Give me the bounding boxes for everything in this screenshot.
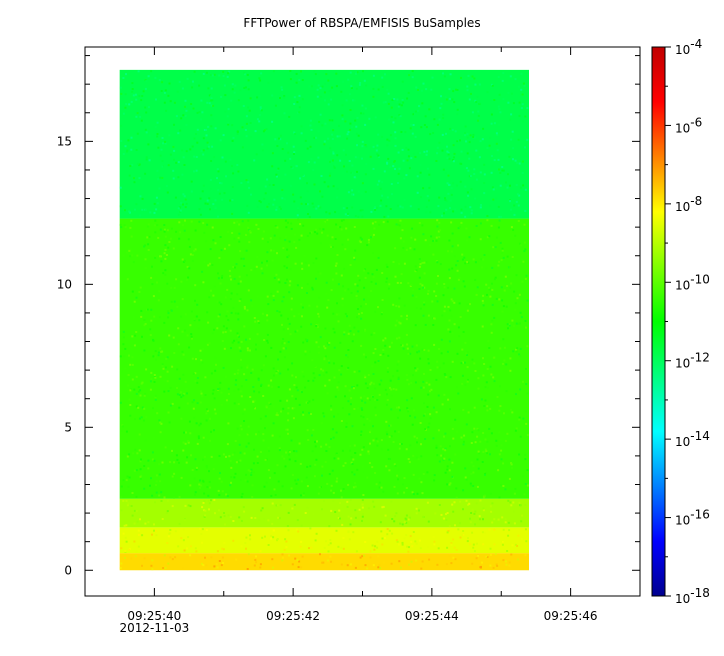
spectrogram-noise [119,70,529,571]
colorbar-tick-exponent: -18 [690,586,710,600]
x-tick-label: 09:25:40 [127,609,181,623]
y-tick-label: 0 [64,563,72,577]
colorbar-tick-exponent: -10 [690,272,710,286]
colorbar-tick-label: 10-6 [675,115,702,135]
colorbar-tick-base: 10 [675,357,690,371]
colorbar-tick-base: 10 [675,121,690,135]
colorbar-tick-exponent: -8 [690,194,702,208]
colorbar-tick-label: 10-12 [675,351,710,371]
colorbar-tick-label: 10-18 [675,586,710,606]
colorbar-tick-exponent: -16 [690,508,710,522]
colorbar-tick-label: 10-10 [675,272,710,292]
colorbar-tick-base: 10 [675,278,690,292]
colorbar-tick-base: 10 [675,435,690,449]
colorbar-tick-exponent: -4 [690,37,702,51]
colorbar-tick-exponent: -6 [690,115,702,129]
y-tick-label: 10 [57,277,72,291]
colorbar-tick-exponent: -14 [690,429,710,443]
x-date-label: 2012-11-03 [120,621,190,635]
colorbar-tick-label: 10-16 [675,508,710,528]
spectrogram-image [119,69,529,571]
colorbar-tick-base: 10 [675,514,690,528]
y-tick-label: 5 [64,420,72,434]
y-tick-label: 15 [57,134,72,148]
spectrogram-band [119,498,529,528]
colorbar-tick-label: 10-14 [675,429,710,449]
chart-title: FFTPower of RBSPA/EMFISIS BuSamples [243,16,481,30]
colorbar-tick-base: 10 [675,43,690,57]
x-tick-label: 09:25:42 [266,609,320,623]
colorbar-gradient [651,46,666,597]
colorbar-tick-label: 10-4 [675,37,702,57]
x-axis: 09:25:40 09:25:42 09:25:44 09:25:46 2012-11-… [120,47,598,635]
spectrogram-band [119,553,529,571]
colorbar-tick-exponent: -12 [690,351,710,365]
colorbar-tick-label: 10-8 [675,194,702,214]
x-tick-label: 09:25:46 [544,609,598,623]
y-axis: 0 5 10 15 [57,55,640,577]
colorbar-tick-base: 10 [675,592,690,606]
colorbar-tick-base: 10 [675,200,690,214]
x-tick-label: 09:25:44 [405,609,459,623]
